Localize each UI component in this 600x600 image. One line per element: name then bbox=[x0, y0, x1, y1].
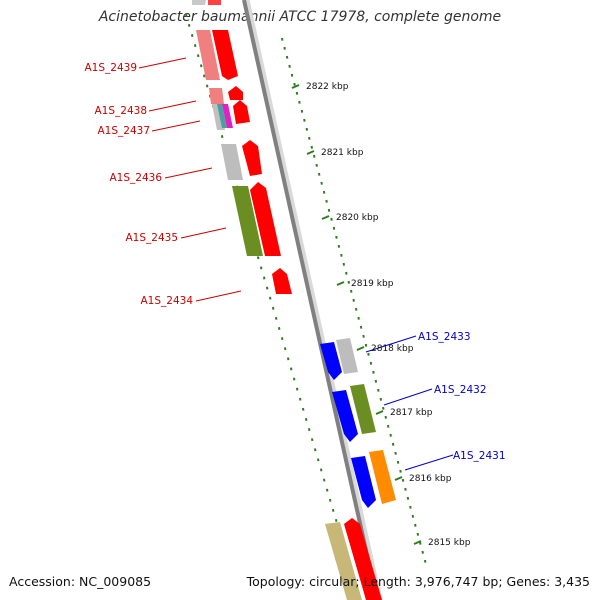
feature-group-forward bbox=[320, 338, 396, 600]
genome-backbone bbox=[242, 0, 379, 600]
kbp-tick bbox=[336, 281, 345, 286]
gene-labels: A1S_2439 A1S_2438 A1S_2437 A1S_2436 A1S_2435… bbox=[85, 62, 506, 462]
feature-A1S_2437-cds bbox=[233, 100, 250, 124]
feature-A1S_2436 bbox=[221, 144, 243, 180]
feature-A1S_2432 bbox=[350, 384, 376, 434]
kbp-tick-label: 2818 kbp bbox=[371, 344, 414, 354]
feature-A1S_2433 bbox=[336, 338, 358, 374]
feature-A1S_2439-olive bbox=[196, 30, 220, 80]
feature-A1S_2439-cds bbox=[212, 30, 238, 80]
genome-backbone-shadow bbox=[244, 0, 383, 600]
feature-A1S_2434-cds bbox=[272, 268, 292, 294]
feature-segment-red bbox=[344, 518, 382, 600]
feature-segment bbox=[208, 0, 221, 5]
gene-label-forward: A1S_2432 bbox=[434, 384, 487, 396]
kbp-tick-label: 2822 kbp bbox=[306, 82, 349, 92]
gene-label-reverse: A1S_2438 bbox=[95, 105, 148, 117]
gene-label-forward: A1S_2433 bbox=[418, 331, 471, 343]
label-leaders bbox=[138, 57, 454, 471]
gene-label-reverse: A1S_2434 bbox=[141, 295, 194, 307]
feature-A1S_2437-magenta bbox=[222, 104, 233, 128]
feature-A1S_2431 bbox=[369, 450, 396, 504]
kbp-tick bbox=[291, 84, 300, 89]
genome-summary-text: Topology: circular; Length: 3,976,747 bp… bbox=[246, 574, 590, 589]
kbp-tick-label: 2817 kbp bbox=[390, 408, 433, 418]
feature-A1S_2438 bbox=[209, 88, 224, 104]
kbp-tick-marks bbox=[291, 84, 422, 545]
accession-text: Accession: NC_009085 bbox=[9, 574, 152, 589]
kbp-tick bbox=[394, 476, 403, 481]
kbp-tick bbox=[413, 540, 422, 545]
kbp-tick bbox=[375, 410, 384, 415]
feature-A1S_2435 bbox=[232, 186, 263, 256]
kbp-tick-label: 2819 kbp bbox=[351, 279, 394, 289]
dotted-track-right bbox=[281, 37, 427, 563]
kbp-tick-label: 2816 kbp bbox=[409, 474, 452, 484]
gene-label-reverse: A1S_2436 bbox=[110, 172, 163, 184]
feature-A1S_2437-teal bbox=[217, 104, 227, 128]
feature-A1S_2432-cds bbox=[332, 390, 358, 442]
kbp-tick bbox=[356, 346, 365, 351]
kbp-tick-labels: 2822 kbp 2821 kbp 2820 kbp 2819 kbp 2818 kbp… bbox=[306, 82, 471, 548]
kbp-tick-label: 2820 kbp bbox=[336, 213, 379, 223]
kbp-tick-label: 2815 kbp bbox=[428, 538, 471, 548]
feature-A1S_2431-cds bbox=[351, 456, 376, 508]
feature-A1S_2438-cds bbox=[228, 86, 243, 100]
kbp-tick bbox=[321, 215, 330, 220]
feature-A1S_2435-cds bbox=[250, 182, 281, 256]
feature-A1S_2436-cds bbox=[242, 140, 262, 176]
kbp-tick-label: 2821 kbp bbox=[321, 148, 364, 158]
feature-group-reverse bbox=[192, 0, 292, 294]
gene-label-reverse: A1S_2435 bbox=[126, 232, 179, 244]
gene-label-reverse: A1S_2439 bbox=[85, 62, 138, 74]
feature-segment-khaki bbox=[325, 522, 362, 600]
gene-label-reverse: A1S_2437 bbox=[98, 125, 151, 137]
feature-segment bbox=[192, 0, 206, 5]
map-title: Acinetobacter baumannii ATCC 17978, comp… bbox=[98, 9, 502, 25]
gene-label-forward: A1S_2431 bbox=[453, 450, 506, 462]
feature-A1S_2433-cds bbox=[320, 342, 342, 380]
kbp-tick bbox=[306, 150, 315, 155]
